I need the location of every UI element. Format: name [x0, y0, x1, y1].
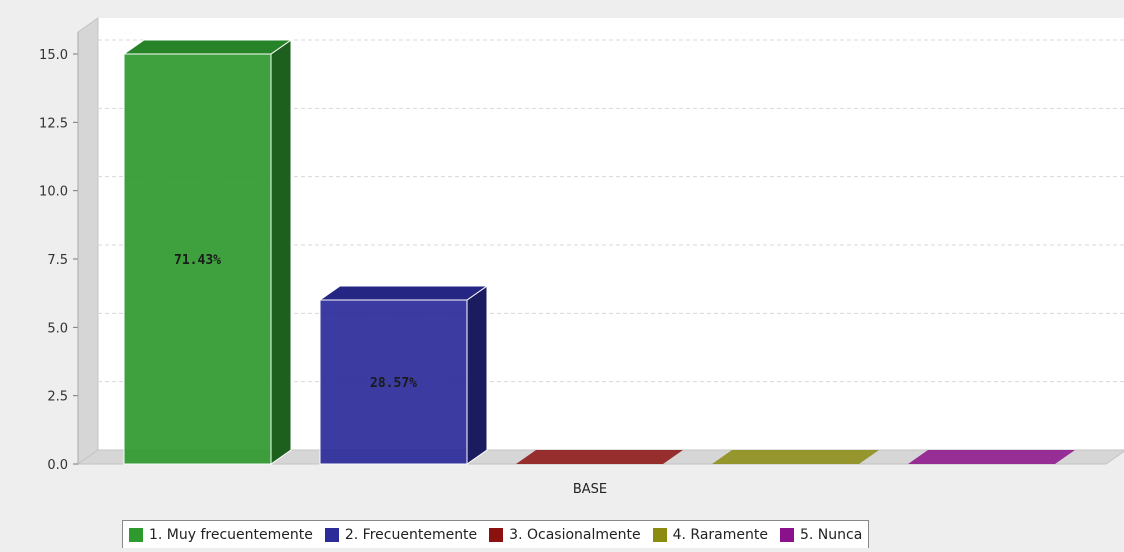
- y-gridline-side: [77, 312, 99, 328]
- bar: [712, 450, 879, 464]
- chart-legend: 1. Muy frecuentemente 2. Frecuentemente 3.…: [122, 520, 870, 548]
- y-gridline-side: [77, 107, 99, 123]
- bar-side: [270, 39, 292, 465]
- y-tick-label: 12.5: [39, 116, 68, 131]
- bar-data-label: 28.57%: [370, 376, 417, 391]
- y-tick-label: 0.0: [47, 458, 68, 473]
- y-tick-label: 7.5: [47, 253, 68, 268]
- bar: [319, 299, 468, 465]
- legend-swatch: [324, 527, 339, 542]
- legend-label: 1. Muy frecuentemente: [149, 526, 313, 543]
- legend-swatch: [779, 527, 794, 542]
- y-gridline-side: [77, 39, 99, 55]
- legend-swatch: [129, 527, 143, 542]
- bar: [908, 450, 1075, 464]
- bar-side: [466, 285, 488, 465]
- legend-label: 5. Nunca: [799, 526, 863, 543]
- legend-item: 4. Raramente: [652, 526, 768, 543]
- legend-item: 2. Frecuentemente: [324, 526, 478, 543]
- legend-item: 5. Nunca: [779, 526, 863, 543]
- plot-side-wall: [77, 17, 99, 465]
- y-gridline-side: [77, 176, 99, 192]
- bar-top: [318, 285, 489, 301]
- legend-swatch: [489, 527, 504, 542]
- y-tick-label: 5.0: [47, 321, 68, 336]
- legend-swatch: [652, 527, 667, 542]
- y-tick-label: 15.0: [39, 48, 68, 63]
- bar: [516, 450, 683, 464]
- bar: [123, 53, 272, 465]
- legend-label: 3. Ocasionalmente: [509, 526, 641, 543]
- x-category-label: BASE: [573, 482, 607, 497]
- bar-data-label: 71.43%: [174, 253, 221, 268]
- y-tick-label: 10.0: [39, 185, 68, 200]
- y-gridline-side: [77, 381, 99, 397]
- bar-top: [122, 39, 293, 55]
- legend-label: 4. Raramente: [672, 526, 768, 543]
- y-tick-label: 2.5: [47, 390, 68, 405]
- y-gridline-side: [77, 244, 99, 260]
- legend-label: 2. Frecuentemente: [344, 526, 478, 543]
- legend-item: 1. Muy frecuentemente: [129, 527, 313, 543]
- legend-item: 3. Ocasionalmente: [489, 526, 641, 543]
